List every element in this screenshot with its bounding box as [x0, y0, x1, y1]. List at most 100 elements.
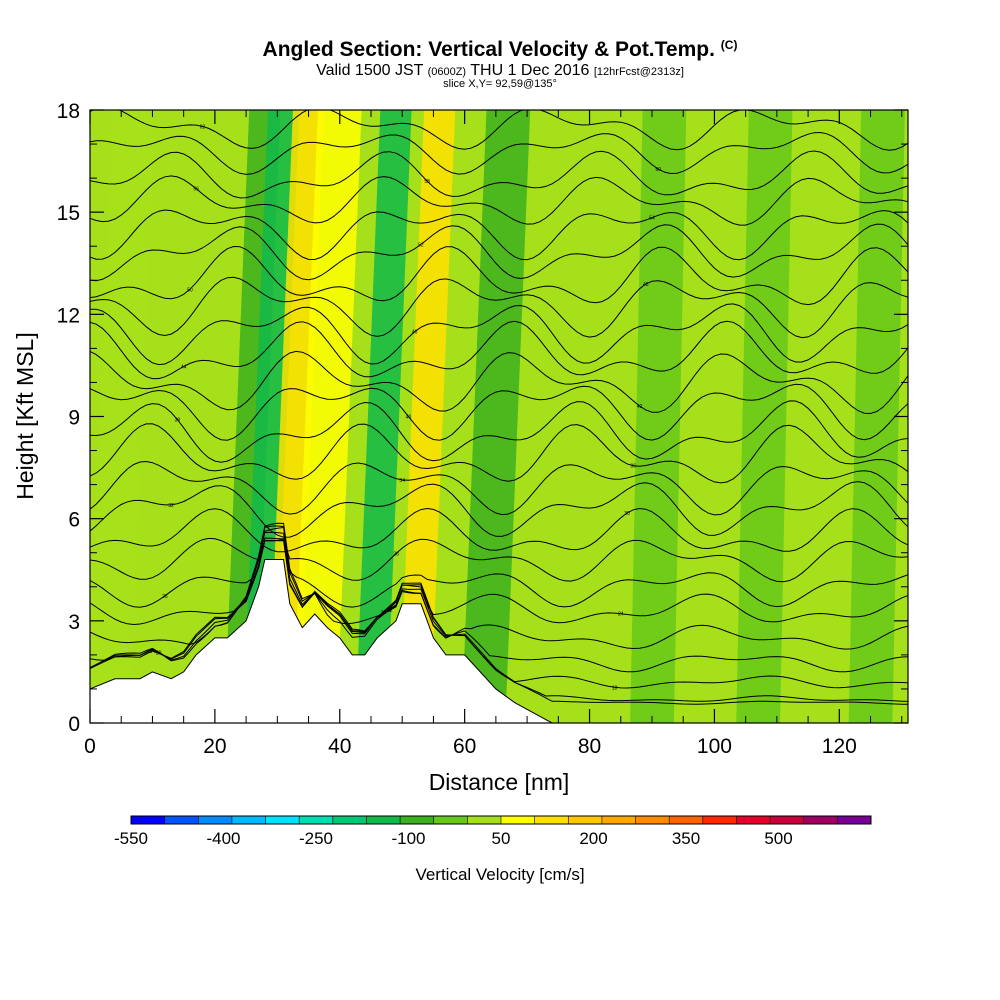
theta-contour-44: [90, 320, 908, 380]
colorbar-tick-label: 200: [579, 829, 607, 848]
theta-contour-label: 38: [175, 418, 181, 424]
theta-contour-48: [90, 276, 908, 339]
x-tick-label: 40: [328, 735, 351, 758]
colorbar-tick-label: 500: [764, 829, 792, 848]
theta-contour-label: 50: [187, 287, 193, 293]
theta-contour-label: 18: [612, 685, 618, 691]
velocity-band-7: [461, 110, 531, 723]
colorbar-swatch: [433, 816, 468, 824]
colorbar-swatch: [770, 816, 805, 824]
terrain-mask: [90, 559, 908, 723]
theta-contour-label: 44: [181, 364, 187, 370]
theta-contour-label: 14: [150, 649, 156, 655]
y-axis-label: Height [Kft MSL]: [12, 332, 38, 499]
theta-contour-50: [90, 245, 908, 306]
theta-contours: 1416182022242628303234363840424446485052…: [90, 110, 908, 705]
x-axis-label: Distance [nm]: [429, 769, 570, 795]
colorbar-swatch: [601, 816, 636, 824]
colorbar-swatch: [164, 816, 199, 824]
velocity-band-5: [355, 110, 412, 723]
theta-contour-label: 20: [156, 651, 162, 657]
theta-contour-label: 34: [399, 478, 405, 484]
theta-contour-32: [90, 481, 908, 538]
theta-contour-40: [90, 383, 908, 441]
theta-contour-28: [90, 537, 908, 583]
theta-contour-label: 40: [406, 414, 412, 420]
theta-contour-24: [90, 522, 908, 626]
colorbar-swatch: [736, 816, 771, 824]
theta-contour-label: 32: [168, 503, 174, 509]
colorbar-swatch: [501, 816, 536, 824]
theta-contour-22: [90, 525, 908, 650]
x-axis: 0 20 40 60 80 100 120: [84, 110, 903, 758]
velocity-band-4: [292, 110, 362, 723]
x-tick-label: 0: [84, 735, 96, 758]
theta-contour-58: [90, 150, 908, 199]
x-tick-label: 20: [203, 735, 226, 758]
colorbar-swatch: [332, 816, 367, 824]
theta-contour-54: [90, 209, 908, 261]
theta-contour-label: 28: [393, 552, 399, 558]
colorbar-tick-label: -550: [114, 829, 148, 848]
colorbar-swatch: [534, 816, 569, 824]
theta-contour-label: 26: [162, 594, 168, 600]
theta-contour-label: 48: [643, 282, 649, 288]
colorbar-swatch: [467, 816, 502, 824]
colorbar-tick-label: 350: [672, 829, 700, 848]
colorbar-tick-label: -100: [391, 829, 425, 848]
theta-contour-label: 58: [424, 179, 430, 185]
theta-contour-label: 24: [618, 612, 624, 618]
colorbar-swatch: [400, 816, 435, 824]
colorbar-swatch: [231, 816, 266, 824]
theta-contour-18: [90, 537, 908, 689]
colorbar-swatch: [265, 816, 300, 824]
y-tick-label: 18: [57, 100, 80, 123]
theta-contour-label: 56: [193, 187, 199, 193]
theta-contour-16: [90, 540, 908, 702]
colorbar-swatch: [669, 816, 704, 824]
velocity-band-9: [736, 110, 793, 723]
y-tick-label: 0: [68, 713, 80, 736]
theta-contour-52: [90, 223, 908, 282]
slice-info: slice X,Y= 92,59@135°: [443, 78, 557, 90]
theta-contour-label: 22: [387, 608, 393, 614]
y-tick-label: 12: [57, 304, 80, 327]
velocity-band-8: [630, 110, 687, 723]
theta-contour-label: 52: [418, 242, 424, 248]
colorbar: -550 -400 -250 -100 50 200 350 500: [114, 815, 872, 848]
y-tick-label: 9: [68, 407, 80, 430]
theta-contour-60: [90, 131, 908, 175]
x-tick-label: 100: [697, 735, 732, 758]
colorbar-swatch: [568, 816, 603, 824]
theta-contour-label: 30: [624, 511, 630, 517]
colorbar-swatch: [131, 816, 166, 824]
theta-contour-label: 46: [412, 330, 418, 336]
theta-contour-36: [90, 423, 908, 484]
colorbar-frame: [130, 815, 872, 825]
colorbar-swatch: [198, 816, 233, 824]
y-tick-label: 15: [57, 202, 80, 225]
colorbar-swatch: [837, 816, 872, 824]
theta-contour-label: 36: [630, 464, 636, 470]
velocity-band-10: [848, 110, 905, 723]
colorbar-swatch: [635, 816, 670, 824]
y-axis: 0 36 9 12 15 18: [57, 100, 908, 736]
colorbar-tick-label: -400: [206, 829, 240, 848]
theta-contour-label: 54: [649, 216, 655, 222]
theta-contour-label: 62: [200, 124, 206, 130]
theta-contour-56: [90, 175, 908, 226]
theta-contour-42: [90, 350, 908, 415]
theta-contour-label: 42: [637, 404, 643, 410]
theta-contour-26: [90, 526, 908, 608]
colorbar-swatch: [803, 816, 838, 824]
x-tick-label: 120: [822, 735, 857, 758]
y-tick-label: 3: [68, 611, 80, 634]
theta-contour-label: 60: [655, 167, 661, 173]
x-tick-label: 80: [578, 735, 601, 758]
colorbar-tick-label: -250: [299, 829, 333, 848]
theta-contour-62: [90, 110, 908, 151]
theta-contour-30: [90, 507, 908, 553]
theta-contour-34: [90, 460, 908, 516]
colorbar-tick-label: 50: [492, 829, 511, 848]
